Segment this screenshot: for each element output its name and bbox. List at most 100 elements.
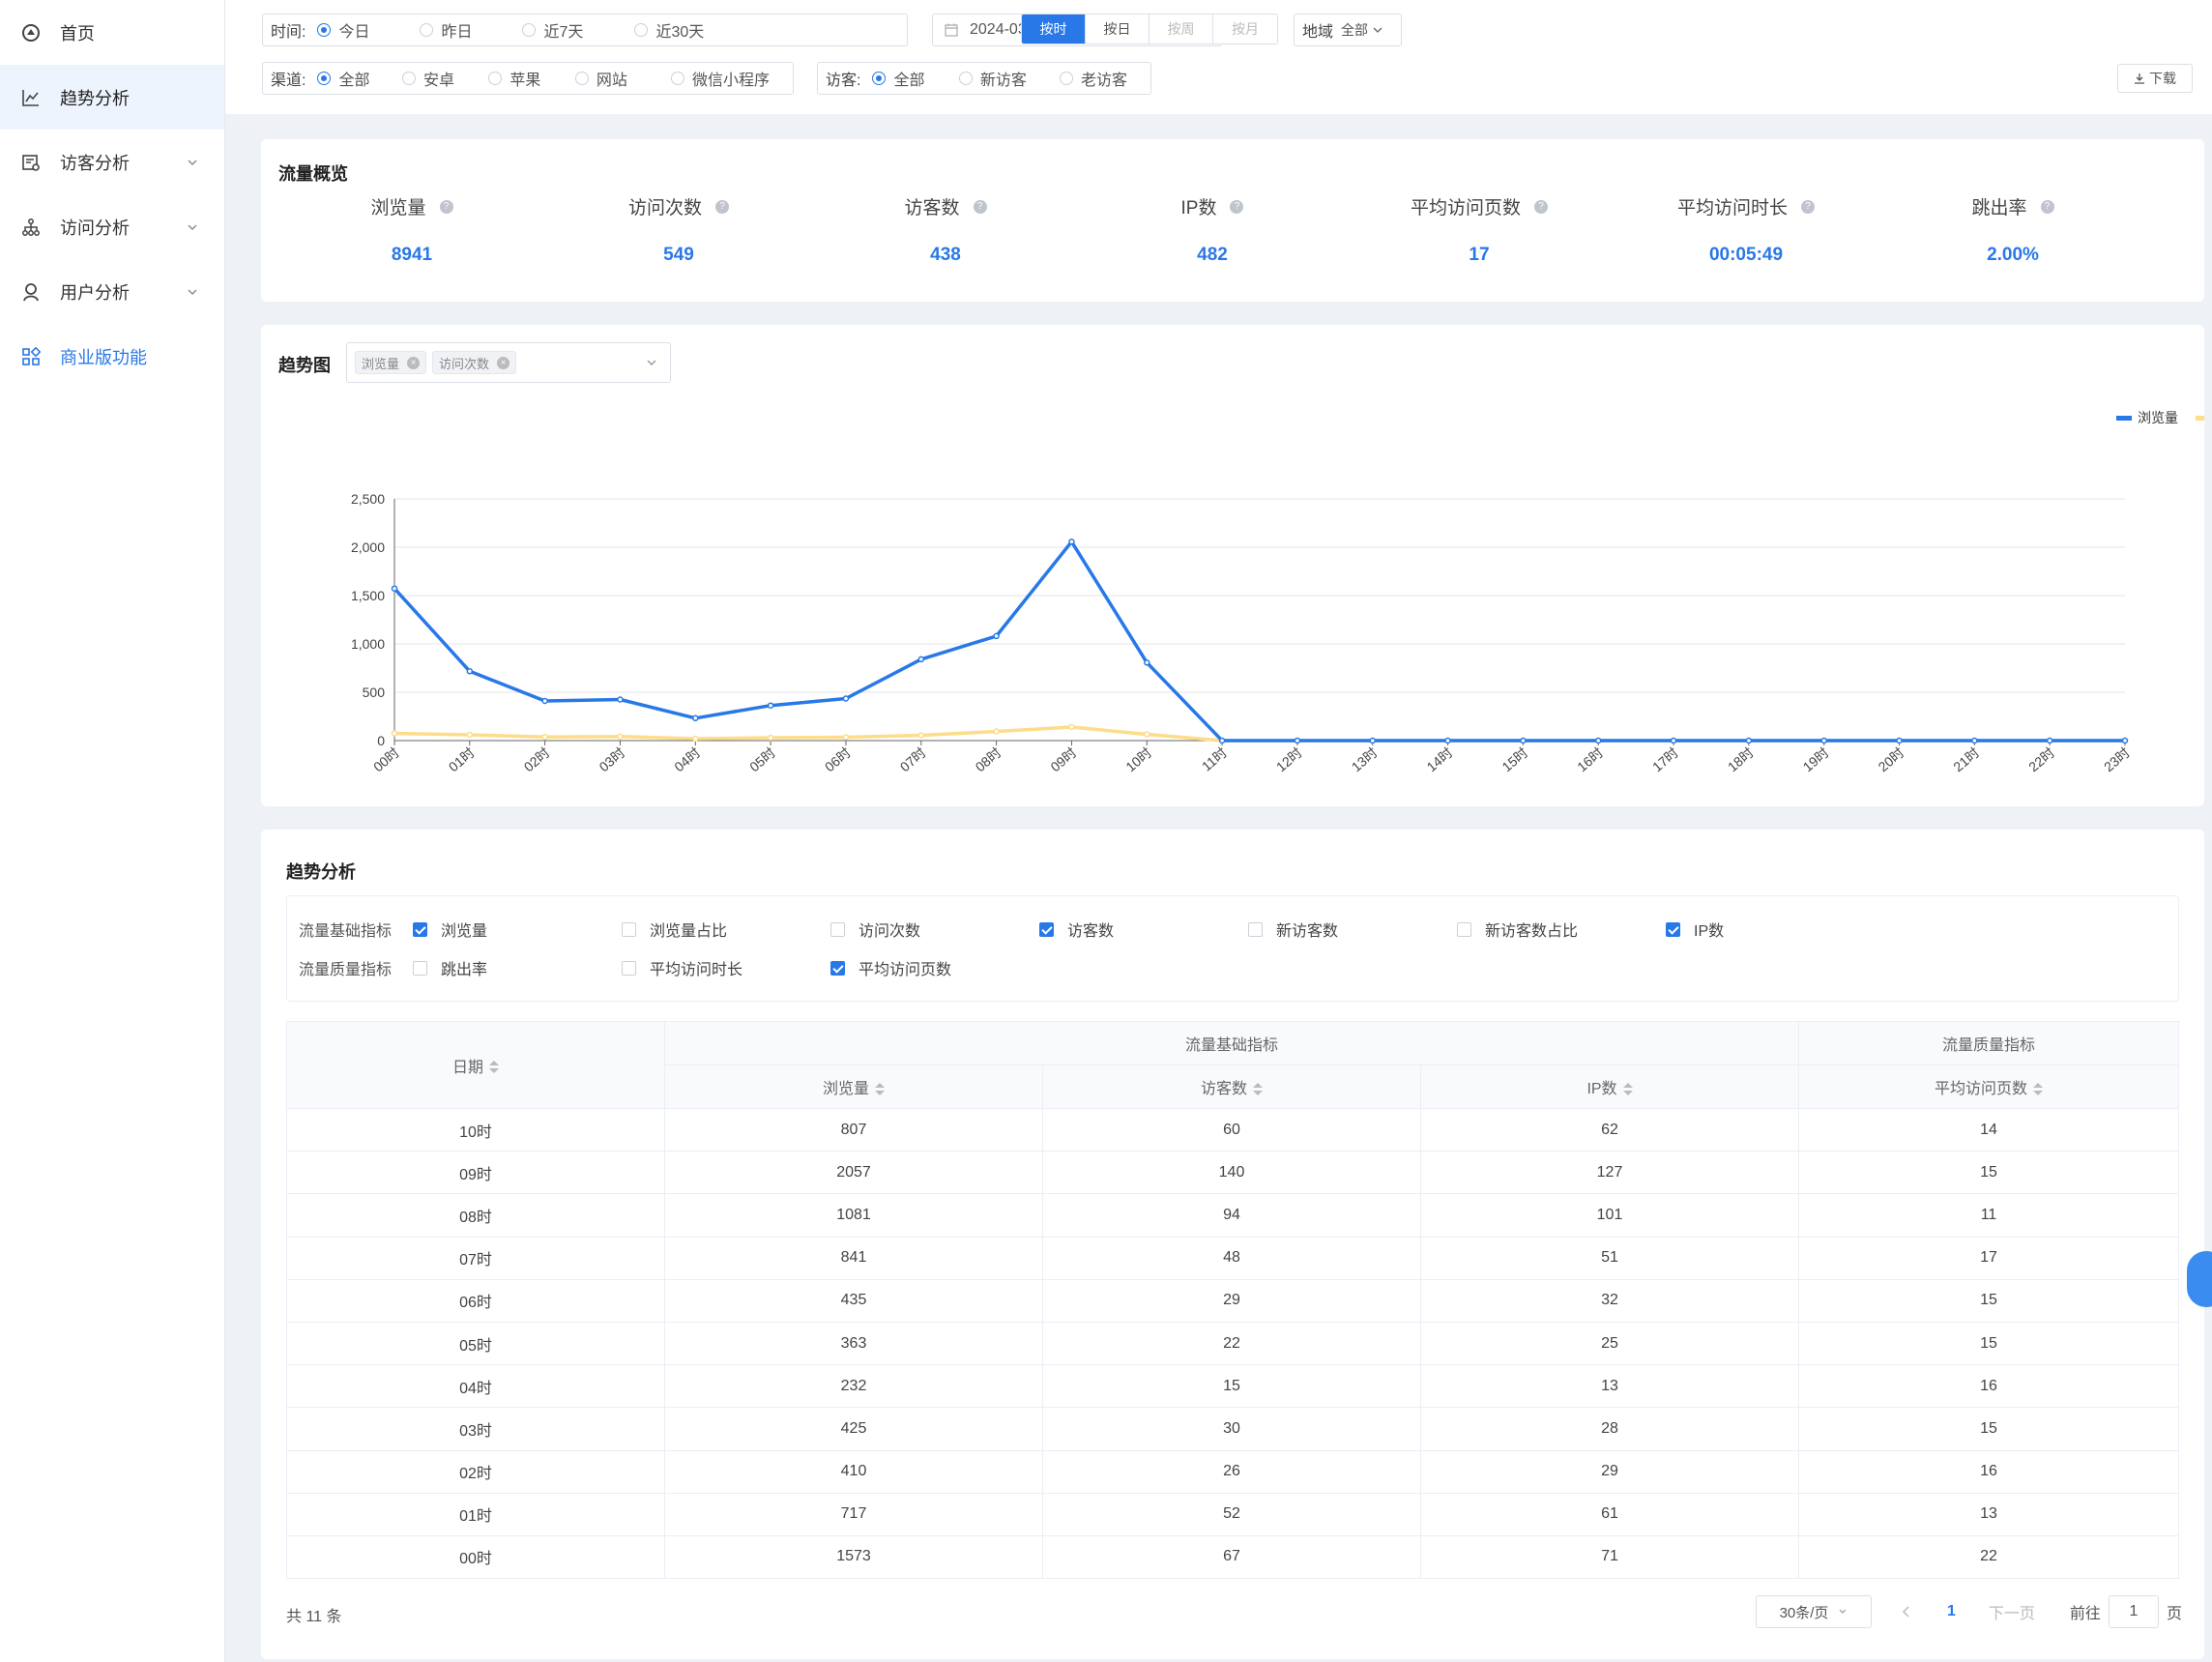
channel-label: 渠道:: [271, 73, 306, 89]
data-point: [1520, 737, 1527, 744]
help-icon[interactable]: ?: [1230, 199, 1244, 214]
sidebar-item-business[interactable]: 商业版功能: [0, 324, 224, 389]
x-tick-label: 03时: [596, 744, 627, 774]
channel-option-miniprogram[interactable]: 微信小程序: [670, 67, 770, 90]
group-basic-metrics: 流量基础指标: [664, 1021, 1799, 1065]
cb-pageviews[interactable]: 浏览量: [413, 918, 622, 941]
visitor-option-all[interactable]: 全部: [872, 67, 943, 90]
help-icon[interactable]: ?: [715, 199, 729, 214]
table-row: 02时 410 26 29 16: [286, 1449, 2179, 1494]
sort-icon[interactable]: [489, 1061, 499, 1074]
data-point: [767, 702, 774, 709]
col-avg-pages[interactable]: 平均访问页数: [1798, 1064, 2179, 1109]
table-cell: 14: [1798, 1107, 2179, 1152]
channel-filter: 渠道: 全部 安卓 苹果 网站 微信小程序: [262, 62, 794, 95]
col-pageviews[interactable]: 浏览量: [664, 1064, 1043, 1109]
channel-option-web[interactable]: 网站: [574, 67, 655, 90]
prev-page-icon[interactable]: [1901, 1605, 1912, 1618]
sidebar-item-trend[interactable]: 趋势分析: [0, 65, 224, 130]
help-icon[interactable]: ?: [439, 199, 453, 214]
sidebar-item-user[interactable]: 用户分析: [0, 259, 224, 324]
table-cell: 29: [1420, 1449, 1799, 1494]
table-cell: 94: [1042, 1193, 1421, 1238]
goto-page-input[interactable]: 1: [2108, 1595, 2159, 1628]
floating-help-icon[interactable]: [2187, 1251, 2212, 1307]
x-tick-label: 07时: [897, 744, 929, 774]
sidebar-item-access[interactable]: 访问分析: [0, 194, 224, 259]
cb-avg-pages[interactable]: 平均访问页数: [830, 956, 1039, 979]
legend-label: 浏览量: [2138, 410, 2178, 425]
data-point: [842, 695, 850, 702]
table-cell: 26: [1042, 1449, 1421, 1494]
visitor-label: 访客:: [826, 73, 861, 89]
download-button[interactable]: 下载: [2117, 64, 2193, 93]
table-cell: 425: [664, 1407, 1043, 1451]
cb-visitors[interactable]: 访客数: [1039, 918, 1248, 941]
granularity-hour[interactable]: 按时: [1022, 15, 1086, 44]
table-cell: 2057: [664, 1151, 1043, 1195]
sort-icon[interactable]: [2033, 1082, 2043, 1096]
x-tick-label: 11时: [1199, 744, 1230, 774]
table-cell: 841: [664, 1236, 1043, 1280]
next-page-button[interactable]: 下一页: [1988, 1606, 2035, 1622]
granularity-month[interactable]: 按月: [1213, 15, 1277, 44]
cb-pageviews-share[interactable]: 浏览量占比: [622, 918, 830, 941]
close-icon[interactable]: ×: [407, 356, 421, 369]
granularity-week[interactable]: 按周: [1150, 15, 1213, 44]
chart-legend: 浏览量访问次数: [2116, 410, 2204, 425]
table-cell: 61: [1420, 1492, 1799, 1536]
region-label: 地域: [1302, 24, 1334, 41]
y-tick-label: 500: [363, 685, 386, 700]
time-option-7days[interactable]: 近7天: [522, 18, 619, 42]
col-ip[interactable]: IP数: [1420, 1064, 1799, 1109]
table-cell: 13: [1798, 1492, 2179, 1536]
current-page[interactable]: 1: [1947, 1603, 1956, 1619]
kpi-visits: 访问次数? 549: [545, 193, 812, 266]
cb-new-visitors-share[interactable]: 新访客数占比: [1457, 918, 1666, 941]
data-point: [1068, 723, 1075, 731]
total-count: 共 11 条: [286, 1609, 342, 1625]
time-option-yesterday[interactable]: 昨日: [420, 18, 507, 42]
y-axis: 0 500 1,000 1,500 2,000 2,500: [351, 491, 385, 748]
data-point: [2046, 737, 2053, 744]
time-option-30days[interactable]: 近30天: [634, 18, 704, 42]
x-tick-label: 12时: [1273, 744, 1305, 774]
cb-ip[interactable]: IP数: [1666, 918, 1875, 941]
table-cell: 52: [1042, 1492, 1421, 1536]
help-icon[interactable]: ?: [1534, 199, 1548, 214]
metric-select[interactable]: 浏览量 × 访问次数 ×: [346, 342, 671, 383]
data-point: [1670, 737, 1677, 744]
x-tick-label: 17时: [1649, 744, 1681, 774]
calendar-icon: [945, 23, 958, 37]
time-option-today[interactable]: 今日: [317, 18, 404, 42]
data-point: [1294, 737, 1301, 744]
cb-visits[interactable]: 访问次数: [830, 918, 1039, 941]
table-cell: 30: [1042, 1407, 1421, 1451]
cb-bounce-rate[interactable]: 跳出率: [413, 956, 622, 979]
x-tick-label: 13时: [1349, 744, 1381, 774]
cb-avg-duration[interactable]: 平均访问时长: [622, 956, 830, 979]
help-icon[interactable]: ?: [2040, 199, 2054, 214]
col-visitors[interactable]: 访客数: [1042, 1064, 1421, 1109]
visitor-option-returning[interactable]: 老访客: [1059, 67, 1127, 90]
cb-new-visitors[interactable]: 新访客数: [1248, 918, 1457, 941]
page-size-select[interactable]: 30条/页: [1756, 1595, 1872, 1628]
help-icon[interactable]: ?: [973, 199, 987, 214]
kpi-ip: IP数? 482: [1079, 193, 1346, 266]
help-icon[interactable]: ?: [1801, 199, 1815, 214]
granularity-day[interactable]: 按日: [1086, 15, 1150, 44]
channel-option-apple[interactable]: 苹果: [488, 67, 559, 90]
sidebar-item-visitor[interactable]: 访客分析: [0, 130, 224, 194]
channel-option-android[interactable]: 安卓: [401, 67, 473, 90]
channel-option-all[interactable]: 全部: [317, 67, 387, 90]
visitor-option-new[interactable]: 新访客: [958, 67, 1044, 90]
x-tick-label: 10时: [1122, 744, 1154, 774]
sort-icon[interactable]: [1253, 1082, 1263, 1096]
sort-icon[interactable]: [1622, 1082, 1633, 1096]
time-filter: 时间: 今日 昨日 近7天 近30天: [262, 14, 908, 46]
sort-icon[interactable]: [875, 1082, 885, 1096]
close-icon[interactable]: ×: [497, 356, 510, 369]
sidebar-item-home[interactable]: 首页: [0, 0, 224, 65]
col-date[interactable]: 日期: [286, 1021, 665, 1109]
region-filter[interactable]: 地域 全部: [1294, 14, 1402, 46]
